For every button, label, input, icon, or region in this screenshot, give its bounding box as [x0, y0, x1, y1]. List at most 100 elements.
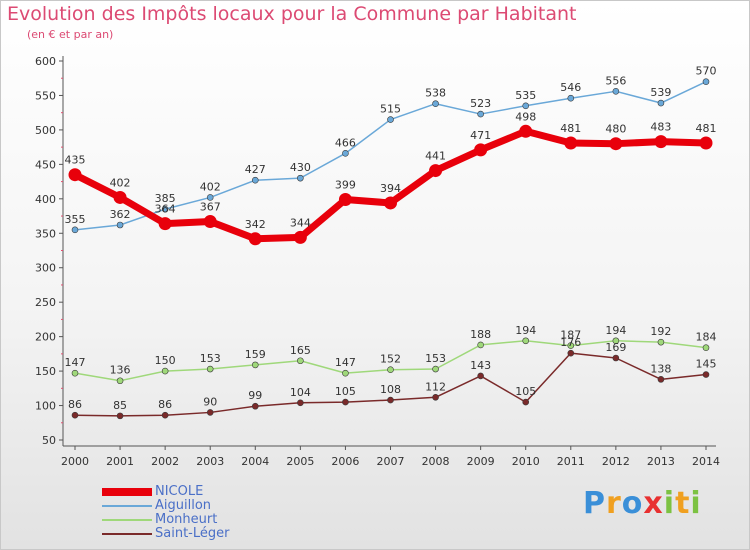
data-point-aiguillon	[702, 78, 710, 85]
data-point-saint-leger	[702, 371, 710, 378]
x-tick-label: 2004	[241, 455, 269, 468]
data-label-aiguillon: 466	[335, 136, 356, 149]
data-point-monheurt	[612, 337, 620, 345]
data-label-saint-leger: 86	[68, 398, 82, 411]
x-tick-label: 2010	[512, 455, 540, 468]
data-label-saint-leger: 145	[696, 358, 717, 371]
y-tick-label: 500	[35, 124, 56, 137]
data-point-saint-leger	[657, 376, 665, 383]
legend-swatch-monheurt	[102, 519, 152, 521]
legend-item-aiguillon: Aiguillon	[102, 499, 229, 513]
data-label-nicole: 441	[425, 150, 446, 163]
data-label-nicole: 481	[560, 122, 581, 135]
data-label-monheurt: 150	[155, 354, 176, 367]
data-point-monheurt	[432, 365, 439, 373]
data-point-aiguillon	[567, 94, 575, 102]
data-label-monheurt: 153	[200, 352, 221, 365]
chart-legend: NICOLE Aiguillon Monheurt Saint-Léger	[102, 485, 229, 541]
y-tick-label: 50	[42, 434, 56, 447]
data-point-nicole	[474, 143, 488, 157]
data-point-monheurt	[161, 367, 169, 375]
data-point-aiguillon	[206, 194, 214, 201]
data-point-nicole	[68, 168, 82, 182]
data-label-saint-leger: 108	[380, 383, 401, 396]
legend-label-monheurt: Monheurt	[155, 512, 218, 527]
data-label-saint-leger: 90	[203, 395, 217, 408]
data-point-nicole	[654, 135, 668, 149]
data-label-nicole: 402	[110, 176, 131, 189]
data-label-nicole: 399	[335, 179, 356, 192]
data-label-monheurt: 152	[380, 353, 401, 366]
data-label-monheurt: 159	[245, 348, 266, 361]
chart-series	[68, 78, 713, 420]
data-point-monheurt	[657, 338, 665, 346]
data-label-monheurt: 187	[560, 329, 581, 342]
y-tick-label: 400	[35, 193, 56, 206]
x-tick-label: 2014	[692, 455, 720, 468]
data-point-saint-leger	[387, 396, 394, 404]
data-label-nicole: 435	[65, 154, 86, 167]
data-point-monheurt	[522, 337, 530, 345]
x-tick-label: 2006	[331, 455, 359, 468]
data-label-monheurt: 184	[696, 331, 717, 344]
data-point-monheurt	[251, 361, 259, 369]
data-label-aiguillon: 427	[245, 163, 266, 176]
data-label-nicole: 344	[290, 216, 311, 229]
data-label-monheurt: 147	[65, 356, 86, 369]
x-tick-label: 2013	[647, 455, 675, 468]
y-tick-label: 350	[35, 227, 56, 240]
data-label-saint-leger: 105	[515, 385, 536, 398]
x-tick-label: 2000	[61, 455, 89, 468]
data-point-nicole	[384, 196, 397, 210]
data-point-monheurt	[702, 344, 710, 351]
data-label-monheurt: 194	[515, 324, 536, 337]
data-label-monheurt: 147	[335, 356, 356, 369]
legend-swatch-aiguillon	[102, 505, 152, 507]
data-label-aiguillon: 538	[425, 87, 446, 100]
data-label-saint-leger: 169	[605, 341, 626, 354]
data-point-nicole	[158, 217, 172, 231]
data-point-monheurt	[342, 369, 349, 377]
data-label-saint-leger: 99	[248, 389, 262, 402]
data-point-nicole	[248, 232, 262, 246]
data-label-nicole: 498	[515, 110, 536, 123]
data-point-aiguillon	[612, 88, 620, 95]
y-tick-label: 100	[35, 400, 56, 413]
y-tick-label: 150	[35, 365, 56, 378]
x-tick-label: 2002	[151, 455, 179, 468]
data-point-aiguillon	[477, 110, 484, 118]
data-point-nicole	[564, 136, 578, 150]
data-point-saint-leger	[522, 398, 530, 406]
y-tick-label: 200	[35, 331, 56, 344]
data-label-nicole: 364	[155, 203, 176, 216]
data-point-saint-leger	[251, 402, 259, 410]
data-point-monheurt	[206, 365, 214, 373]
data-point-saint-leger	[71, 411, 79, 419]
data-label-nicole: 342	[245, 218, 266, 231]
data-point-nicole	[429, 164, 443, 178]
data-point-saint-leger	[612, 354, 620, 362]
data-label-saint-leger: 86	[158, 398, 172, 411]
y-tick-label: 600	[35, 55, 56, 68]
data-label-saint-leger: 176	[560, 336, 581, 349]
data-label-aiguillon: 402	[200, 180, 221, 193]
x-tick-label: 2005	[286, 455, 314, 468]
x-tick-label: 2008	[422, 455, 450, 468]
data-label-aiguillon: 362	[110, 208, 131, 221]
data-label-saint-leger: 105	[335, 385, 356, 398]
data-label-saint-leger: 138	[650, 362, 671, 375]
x-tick-label: 2001	[106, 455, 134, 468]
data-label-monheurt: 165	[290, 344, 311, 357]
data-label-monheurt: 136	[110, 364, 131, 377]
data-point-saint-leger	[161, 411, 169, 419]
data-label-nicole: 481	[696, 122, 717, 135]
data-point-nicole	[293, 230, 307, 244]
legend-swatch-saint-leger	[102, 533, 152, 535]
data-point-aiguillon	[432, 100, 439, 108]
data-point-aiguillon	[71, 226, 79, 234]
data-point-nicole	[338, 193, 352, 207]
chart-subtitle: (en € et par an)	[27, 28, 114, 41]
x-tick-label: 2007	[377, 455, 405, 468]
